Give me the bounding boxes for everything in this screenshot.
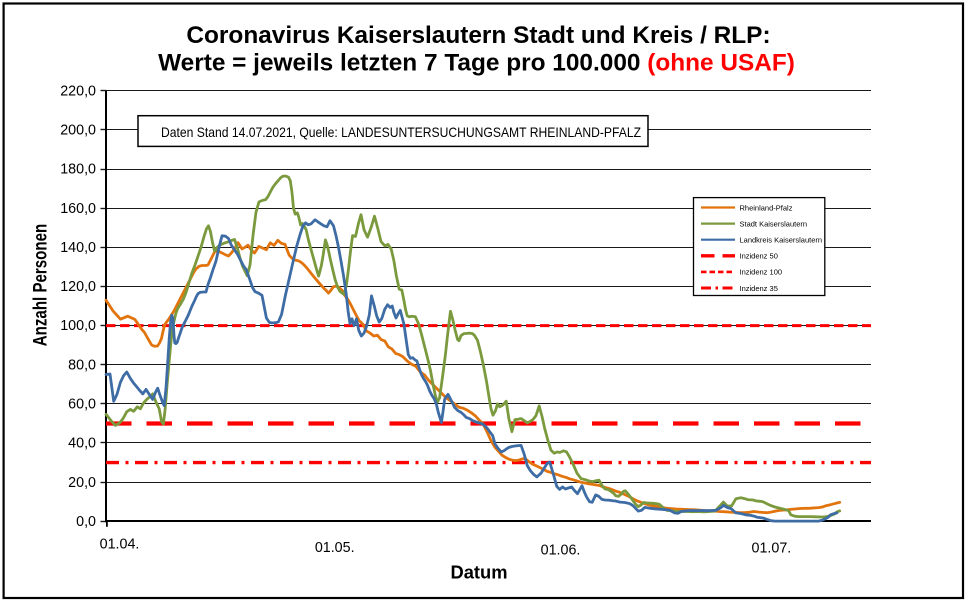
- svg-text:60,0: 60,0: [68, 397, 96, 413]
- svg-text:Anzahl Personen: Anzahl Personen: [30, 224, 52, 347]
- svg-text:Stadt Kaiserslautern: Stadt Kaiserslautern: [740, 219, 808, 228]
- svg-text:160,0: 160,0: [60, 201, 96, 217]
- svg-text:80,0: 80,0: [68, 357, 96, 373]
- svg-text:120,0: 120,0: [60, 279, 96, 295]
- svg-text:Coronavirus Kaiserslautern Sta: Coronavirus Kaiserslautern Stadt und Kre…: [186, 22, 770, 49]
- svg-text:0,0: 0,0: [76, 514, 96, 530]
- svg-text:Inzidenz 35: Inzidenz 35: [740, 284, 778, 293]
- svg-text:01.04.: 01.04.: [100, 537, 140, 553]
- svg-text:Inzidenz 100: Inzidenz 100: [740, 268, 783, 277]
- svg-text:40,0: 40,0: [68, 436, 96, 452]
- svg-text:200,0: 200,0: [60, 123, 96, 139]
- svg-text:220,0: 220,0: [60, 83, 96, 99]
- svg-text:Inzidenz 50: Inzidenz 50: [740, 252, 778, 261]
- svg-text:20,0: 20,0: [68, 475, 96, 491]
- svg-text:Rheinland-Pfalz: Rheinland-Pfalz: [740, 203, 793, 212]
- svg-text:Werte = jeweils letzten 7 Tage: Werte = jeweils letzten 7 Tage pro 100.0…: [158, 50, 795, 77]
- svg-text:140,0: 140,0: [60, 240, 96, 256]
- svg-text:Daten Stand 14.07.2021, Quelle: Daten Stand 14.07.2021, Quelle: LANDESUN…: [161, 125, 641, 140]
- svg-text:180,0: 180,0: [60, 162, 96, 178]
- svg-text:01.05.: 01.05.: [315, 540, 355, 556]
- svg-text:01.06.: 01.06.: [541, 543, 581, 559]
- svg-text:100,0: 100,0: [60, 318, 96, 334]
- svg-text:Datum: Datum: [451, 561, 508, 582]
- svg-text:01.07.: 01.07.: [752, 541, 792, 557]
- svg-text:Landkreis Kaiserslautern: Landkreis Kaiserslautern: [740, 236, 823, 245]
